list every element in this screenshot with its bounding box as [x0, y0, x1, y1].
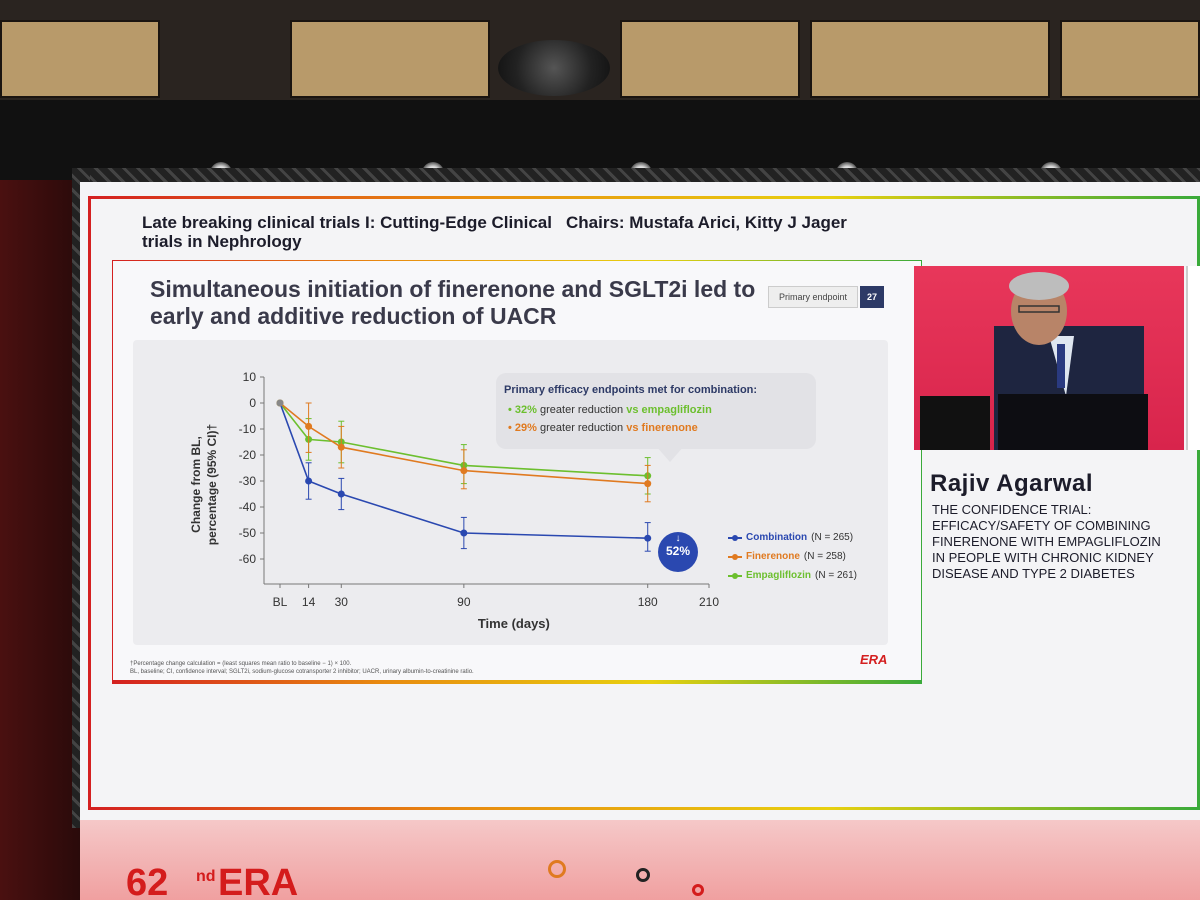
y-tick-label: 0: [249, 396, 256, 410]
uacr-line-chart: 10 0 -10 -20 -30 -40 -50 -60 BL 14 30 90 180 210 Time …: [189, 370, 719, 631]
speaker-illustration: [920, 272, 1148, 450]
data-point: [644, 534, 652, 542]
session-chairs: Chairs: Mustafa Arici, Kitty J Jager: [566, 213, 847, 232]
x-tick-label: 210: [699, 595, 719, 609]
decor-circle: [548, 860, 566, 878]
callout-tail: [656, 446, 684, 462]
callout-bullet: •: [508, 404, 512, 416]
legend-n: (N = 258): [803, 551, 846, 562]
data-point: [644, 480, 652, 488]
legend-item: Finerenone (N = 258): [728, 547, 857, 566]
venue-wall: [0, 180, 80, 900]
lectern-left: [920, 396, 990, 450]
y-axis-label: percentage (95% CI)†: [205, 424, 219, 545]
endpoint-tag: Primary endpoint: [768, 286, 858, 308]
callout-pct-1: 32%: [514, 404, 537, 416]
data-point: [305, 477, 313, 485]
data-point: [460, 529, 468, 537]
ceiling-panel: [810, 20, 1050, 98]
decor-circle: [636, 868, 650, 882]
speaker-video: [914, 266, 1184, 450]
callout-line-2: • 29% greater reduction vs finerenone: [508, 422, 698, 434]
slide-footnote: †Percentage change calculation = (least …: [130, 660, 830, 676]
badge-value: 52%: [665, 544, 691, 558]
legend-marker: [728, 571, 742, 581]
chart-legend: Combination (N = 265) Finerenone (N = 25…: [728, 528, 857, 585]
banner-era: ERA: [218, 862, 299, 900]
reduction-badge: ↓ 52%: [658, 532, 698, 572]
legend-marker: [728, 533, 742, 543]
callout-text-2: greater reduction: [536, 422, 627, 434]
x-tick-label: 90: [457, 595, 471, 609]
ceiling-speaker: [498, 40, 610, 96]
y-axis-label: Change from BL,: [189, 436, 203, 533]
x-tick-label: 180: [638, 595, 658, 609]
callout-bullet: •: [508, 422, 512, 434]
callout-heading: Primary efficacy endpoints met for combi…: [504, 384, 758, 396]
callout-vs-2: vs finerenone: [626, 422, 698, 434]
congress-banner: [80, 820, 1200, 900]
speaker-hair: [1009, 272, 1069, 300]
data-point: [305, 422, 313, 430]
legend-n: (N = 265): [811, 532, 854, 543]
slide-title: Simultaneous initiation of finerenone an…: [150, 276, 756, 329]
ceiling-panel: [620, 20, 800, 98]
y-tick-label: -20: [239, 448, 257, 462]
era-logo: ERA: [860, 652, 888, 667]
y-tick-label: -30: [239, 474, 257, 488]
x-tick-label: BL: [273, 595, 288, 609]
x-axis-label: Time (days): [478, 616, 550, 631]
callout-line-1: • 32% greater reduction vs empagliflozin: [508, 404, 712, 416]
callout-vs-1: vs empagliflozin: [626, 404, 712, 416]
down-arrow-icon: ↓: [675, 533, 681, 544]
data-point: [460, 467, 468, 475]
legend-label: Finerenone: [746, 551, 800, 562]
ceiling-panel: [290, 20, 490, 98]
callout-text-1: greater reduction: [536, 404, 627, 416]
y-tick-label: -50: [239, 526, 257, 540]
footnote-line: BL, baseline; CI, confidence interval; S…: [130, 669, 474, 675]
speaker-name: Rajiv Agarwal: [930, 470, 1094, 497]
slide-page-number: 27: [860, 286, 884, 308]
callout-box: [496, 373, 816, 449]
footnote-line: †Percentage change calculation = (least …: [130, 661, 352, 667]
legend-item: Combination (N = 265): [728, 528, 857, 547]
legend-item: Empagliflozin (N = 261): [728, 566, 857, 585]
session-title: Late breaking clinical trials I: Cutting…: [142, 213, 552, 251]
y-tick-label: -40: [239, 500, 257, 514]
ceiling-panel: [1060, 20, 1200, 98]
banner-superscript: nd: [196, 868, 216, 885]
y-tick-label: -10: [239, 422, 257, 436]
data-point: [276, 399, 284, 407]
data-point: [337, 443, 345, 451]
x-tick-label: 30: [335, 595, 349, 609]
side-panel: [1186, 266, 1200, 450]
ceiling-panel: [0, 20, 160, 98]
legend-label: Combination: [746, 532, 808, 543]
legend-n: (N = 261): [815, 570, 857, 581]
talk-title: THE CONFIDENCE TRIAL: EFFICACY/SAFETY OF…: [932, 502, 1161, 581]
decor-circle: [692, 884, 704, 896]
speaker-glasses: [1018, 305, 1060, 313]
speaker-tie: [1057, 344, 1065, 388]
lectern-monitor: [998, 394, 1148, 450]
x-tick-label: 14: [302, 595, 316, 609]
data-point: [337, 490, 345, 498]
y-tick-label: -60: [239, 552, 257, 566]
banner-number: 62: [126, 862, 169, 900]
y-tick-label: 10: [243, 370, 257, 384]
legend-marker: [728, 552, 742, 562]
ceiling-beam: [0, 100, 1200, 180]
callout-pct-2: 29%: [514, 422, 537, 434]
legend-label: Empagliflozin: [746, 570, 811, 581]
